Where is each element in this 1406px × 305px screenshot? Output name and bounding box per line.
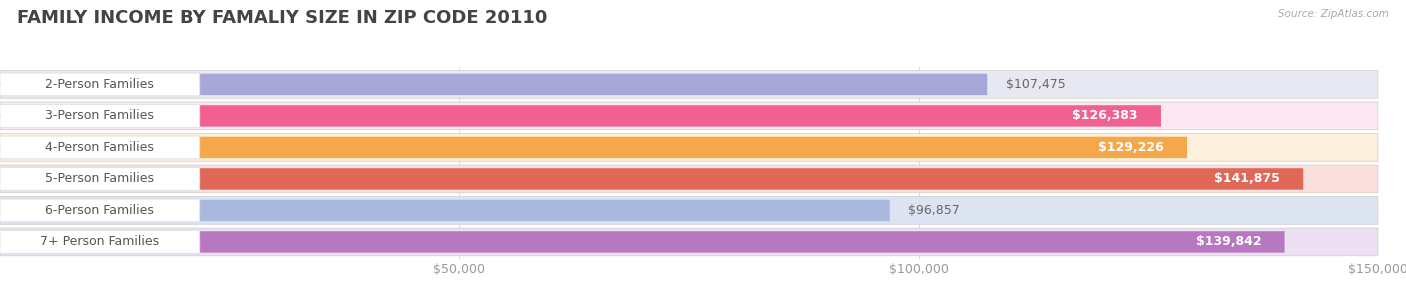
- FancyBboxPatch shape: [0, 168, 1303, 190]
- FancyBboxPatch shape: [0, 231, 1285, 253]
- FancyBboxPatch shape: [0, 199, 200, 222]
- Text: $126,383: $126,383: [1073, 109, 1137, 122]
- Text: 5-Person Families: 5-Person Families: [45, 172, 155, 185]
- FancyBboxPatch shape: [0, 231, 200, 253]
- Text: 2-Person Families: 2-Person Families: [45, 78, 155, 91]
- FancyBboxPatch shape: [0, 228, 1378, 256]
- FancyBboxPatch shape: [0, 196, 1378, 224]
- FancyBboxPatch shape: [0, 74, 987, 95]
- Text: 7+ Person Families: 7+ Person Families: [41, 235, 159, 249]
- FancyBboxPatch shape: [0, 136, 200, 159]
- Text: Source: ZipAtlas.com: Source: ZipAtlas.com: [1278, 9, 1389, 19]
- FancyBboxPatch shape: [0, 137, 1187, 158]
- FancyBboxPatch shape: [0, 200, 890, 221]
- Text: $96,857: $96,857: [908, 204, 960, 217]
- Text: 6-Person Families: 6-Person Families: [45, 204, 155, 217]
- Text: $141,875: $141,875: [1215, 172, 1281, 185]
- FancyBboxPatch shape: [0, 102, 1378, 130]
- FancyBboxPatch shape: [0, 105, 1161, 127]
- FancyBboxPatch shape: [0, 70, 1378, 98]
- FancyBboxPatch shape: [0, 73, 200, 96]
- Text: $129,226: $129,226: [1098, 141, 1164, 154]
- FancyBboxPatch shape: [0, 167, 200, 190]
- FancyBboxPatch shape: [0, 105, 200, 127]
- FancyBboxPatch shape: [0, 165, 1378, 193]
- Text: $107,475: $107,475: [1005, 78, 1066, 91]
- FancyBboxPatch shape: [0, 134, 1378, 161]
- Text: 4-Person Families: 4-Person Families: [45, 141, 155, 154]
- Text: FAMILY INCOME BY FAMALIY SIZE IN ZIP CODE 20110: FAMILY INCOME BY FAMALIY SIZE IN ZIP COD…: [17, 9, 547, 27]
- Text: $139,842: $139,842: [1197, 235, 1261, 249]
- Text: 3-Person Families: 3-Person Families: [45, 109, 155, 122]
